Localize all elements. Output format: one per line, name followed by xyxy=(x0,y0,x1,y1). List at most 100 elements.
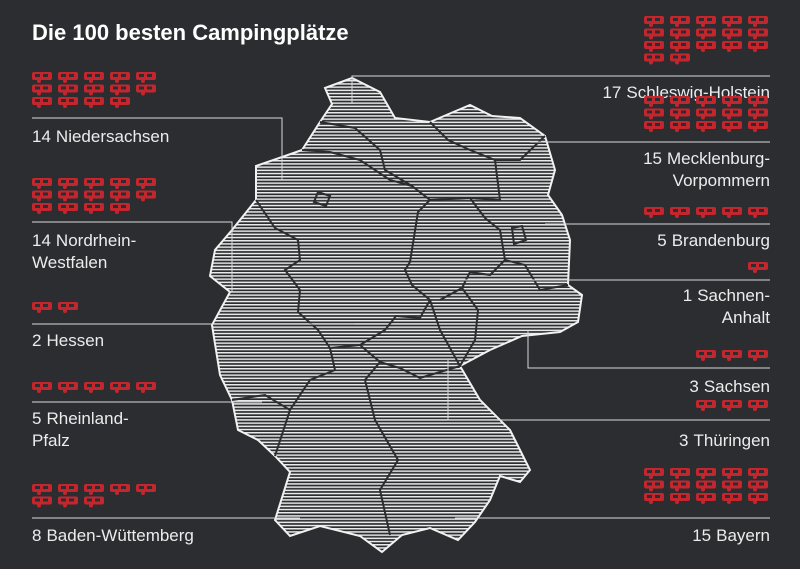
caravan-window xyxy=(647,110,652,114)
caravan-wheel xyxy=(115,185,119,189)
caravan-window xyxy=(733,30,738,34)
caravan-window xyxy=(87,180,92,183)
caravan-window xyxy=(681,110,686,114)
caravan-icon xyxy=(696,96,716,107)
caravan-wheel xyxy=(675,487,679,492)
caravan-icon xyxy=(32,178,52,189)
region-name: Hessen xyxy=(46,331,104,350)
caravan-window xyxy=(655,123,660,126)
caravan-icon xyxy=(84,97,104,108)
caravan-window xyxy=(113,205,118,208)
caravan-window xyxy=(751,209,756,212)
caravan-window xyxy=(707,495,712,498)
caravan-window xyxy=(733,495,738,498)
region-name: Niedersachsen xyxy=(56,127,169,146)
caravan-window xyxy=(673,482,678,486)
caravan-wheel xyxy=(753,115,757,120)
region-label: 8 Baden-Wüttemberg xyxy=(32,526,194,545)
caravan-window xyxy=(43,384,48,387)
caravan-icon xyxy=(722,41,742,52)
caravan-window xyxy=(725,482,730,486)
caravan-window xyxy=(121,486,126,489)
caravan-wheel xyxy=(701,115,705,120)
caravan-wheel xyxy=(141,185,145,189)
campsite-icons xyxy=(32,382,156,393)
caravan-window xyxy=(673,495,678,498)
caravan-window xyxy=(43,498,48,502)
caravan-wheel xyxy=(115,389,119,393)
caravan-wheel xyxy=(753,103,757,107)
caravan-icon xyxy=(748,493,768,504)
caravan-window xyxy=(87,205,92,208)
region-count: 15 xyxy=(692,526,711,545)
caravan-window xyxy=(681,123,686,126)
caravan-window xyxy=(681,209,686,212)
caravan-window xyxy=(681,55,686,59)
caravan-icon xyxy=(136,72,156,83)
caravan-wheel xyxy=(649,103,653,107)
caravan-window xyxy=(681,30,686,34)
caravan-wheel xyxy=(63,491,67,495)
caravan-icon xyxy=(670,207,690,218)
caravan-window xyxy=(647,30,652,34)
caravan-window xyxy=(759,98,764,101)
caravan-icon xyxy=(748,108,768,120)
caravan-icon xyxy=(748,121,768,132)
caravan-icon xyxy=(722,480,742,492)
caravan-window xyxy=(61,74,66,77)
caravan-wheel xyxy=(753,35,757,40)
caravan-window xyxy=(707,98,712,101)
region-name: Sachsen xyxy=(704,377,770,396)
campsite-icons xyxy=(748,262,768,273)
caravan-icon xyxy=(110,178,130,189)
caravan-window xyxy=(61,180,66,183)
caravan-window xyxy=(61,304,66,307)
caravan-wheel xyxy=(89,389,93,393)
germany-map xyxy=(208,76,584,554)
caravan-window xyxy=(647,98,652,101)
region-count: 17 xyxy=(602,83,621,102)
caravan-window xyxy=(43,304,48,307)
caravan-wheel xyxy=(753,357,757,361)
caravan-window xyxy=(759,495,764,498)
region-label: Vorpommern xyxy=(673,171,770,190)
caravan-window xyxy=(751,110,756,114)
caravan-window xyxy=(43,486,48,489)
caravan-window xyxy=(725,470,730,473)
caravan-window xyxy=(725,352,730,355)
caravan-icon xyxy=(32,302,52,313)
caravan-window xyxy=(61,192,66,196)
caravan-icon xyxy=(722,16,742,27)
caravan-wheel xyxy=(649,128,653,132)
region-count: 1 xyxy=(683,286,692,305)
caravan-window xyxy=(699,209,704,212)
caravan-wheel xyxy=(115,491,119,495)
region-label: 1 Sachnen- xyxy=(683,286,770,305)
caravan-window xyxy=(759,264,764,267)
caravan-window xyxy=(725,402,730,405)
caravan-window xyxy=(751,482,756,486)
region-count: 2 xyxy=(32,331,41,350)
caravan-window xyxy=(673,123,678,126)
caravan-icon xyxy=(110,97,130,108)
caravan-icon xyxy=(696,350,716,361)
caravan-window xyxy=(759,352,764,355)
caravan-window xyxy=(35,74,40,77)
caravan-wheel xyxy=(675,23,679,27)
caravan-icon xyxy=(58,484,78,495)
caravan-window xyxy=(681,98,686,101)
caravan-window xyxy=(707,110,712,114)
caravan-wheel xyxy=(753,48,757,52)
caravan-wheel xyxy=(63,389,67,393)
region-label: Pfalz xyxy=(32,431,70,450)
caravan-wheel xyxy=(115,210,119,214)
caravan-window xyxy=(673,110,678,114)
caravan-window xyxy=(699,402,704,405)
region-name: Sachnen- xyxy=(697,286,770,305)
caravan-window xyxy=(725,43,730,46)
caravan-icon xyxy=(670,16,690,27)
caravan-wheel xyxy=(115,104,119,108)
caravan-icon xyxy=(670,96,690,107)
